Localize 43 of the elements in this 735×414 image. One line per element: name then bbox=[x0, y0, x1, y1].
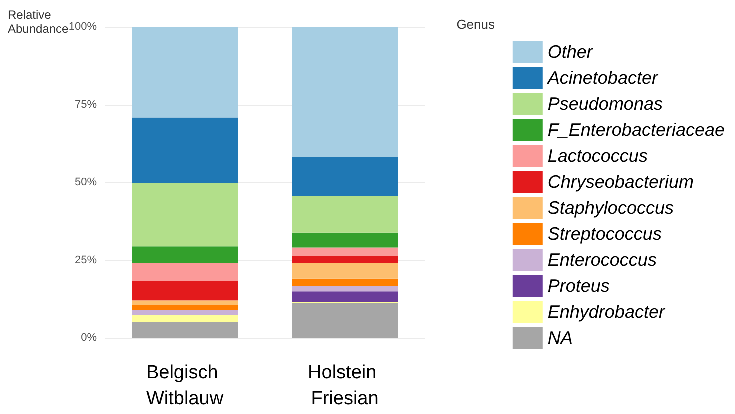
x-tick-label: Holstein Friesian bbox=[308, 362, 382, 410]
bar bbox=[292, 263, 398, 279]
bar bbox=[132, 310, 238, 316]
legend-label: Chryseobacterium bbox=[548, 172, 694, 192]
legend-label: Acinetobacter bbox=[546, 68, 659, 88]
y-tick-label: 0% bbox=[81, 332, 98, 344]
bar bbox=[292, 196, 398, 233]
bar bbox=[132, 246, 238, 264]
bar bbox=[132, 263, 238, 282]
bar bbox=[292, 27, 398, 158]
legend-label: Enterococcus bbox=[548, 250, 657, 270]
bar bbox=[292, 248, 398, 257]
legend-label: NA bbox=[548, 328, 573, 348]
bar bbox=[132, 183, 238, 247]
bar bbox=[132, 305, 238, 310]
bar bbox=[132, 118, 238, 184]
legend-label: Proteus bbox=[548, 276, 610, 296]
bar bbox=[292, 232, 398, 248]
x-tick-label: Belgisch Witblauw bbox=[146, 362, 224, 410]
bar bbox=[132, 281, 238, 301]
y-tick-label: 25% bbox=[74, 254, 98, 266]
bar bbox=[292, 292, 398, 302]
bar bbox=[292, 303, 398, 338]
legend-label: Pseudomonas bbox=[548, 94, 663, 114]
y-axis-title: Relative Abundance bbox=[8, 8, 70, 36]
legend-label: Staphylococcus bbox=[548, 198, 674, 218]
y-tick-label: 50% bbox=[74, 176, 98, 188]
bar bbox=[292, 157, 398, 196]
y-tick-label: 100% bbox=[68, 21, 98, 33]
bar bbox=[132, 322, 238, 338]
bar bbox=[132, 300, 238, 306]
bar bbox=[292, 278, 398, 286]
legend-label: Lactococcus bbox=[548, 146, 648, 166]
legend-title: Genus bbox=[456, 17, 496, 32]
legend-label: Streptococcus bbox=[548, 224, 662, 244]
bar bbox=[132, 27, 238, 118]
bar bbox=[132, 315, 238, 322]
bar bbox=[292, 286, 398, 292]
y-tick-label: 75% bbox=[74, 98, 98, 111]
bar bbox=[292, 256, 398, 264]
legend-label: F_Enterobacteriaceae bbox=[548, 120, 725, 140]
legend-label: Enhydrobacter bbox=[548, 302, 666, 322]
legend-label: Other bbox=[548, 42, 594, 62]
